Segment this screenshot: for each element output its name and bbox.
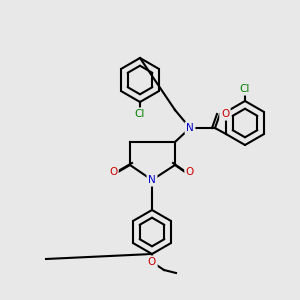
Text: N: N	[186, 123, 194, 133]
Text: Cl: Cl	[240, 84, 250, 94]
Text: O: O	[148, 257, 156, 267]
Text: O: O	[186, 167, 194, 177]
Text: O: O	[221, 109, 229, 119]
Text: N: N	[148, 175, 156, 185]
Text: Cl: Cl	[135, 109, 145, 119]
Text: O: O	[109, 167, 117, 177]
